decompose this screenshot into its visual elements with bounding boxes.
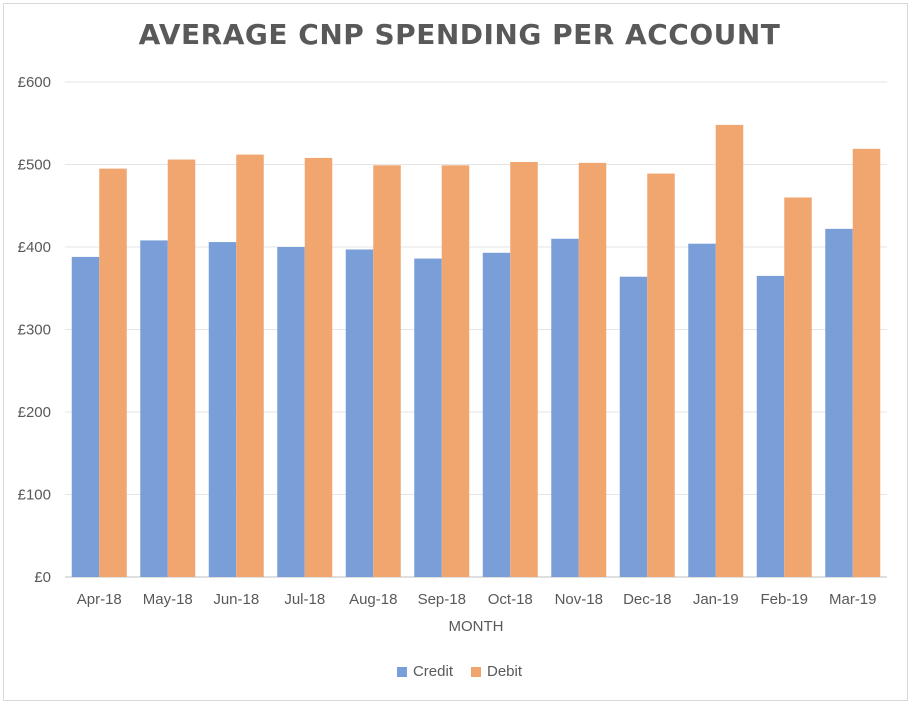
y-tick-label: £600 <box>18 74 51 91</box>
bar-credit-may-18 <box>140 240 168 577</box>
bar-credit-mar-19 <box>825 228 853 577</box>
bar-credit-apr-18 <box>71 256 100 577</box>
y-tick-labels: £0 £100 £200 £300 £400 £500 £600 <box>18 74 51 586</box>
x-tick-label: Nov-18 <box>555 591 603 608</box>
y-tick-label: £400 <box>18 239 51 256</box>
bar-credit-dec-18 <box>619 276 648 577</box>
x-tick-label: Feb-19 <box>760 591 808 608</box>
bar-debit-may-18 <box>167 159 196 578</box>
x-tick-label: Jan-19 <box>693 591 739 608</box>
bar-debit-oct-18 <box>510 162 538 577</box>
x-tick-label: May-18 <box>143 591 193 608</box>
legend-label-credit: Credit <box>412 663 453 680</box>
x-tick-label: Aug-18 <box>349 591 397 608</box>
legend-swatch-debit <box>470 666 481 677</box>
bar-credit-jan-19 <box>688 243 716 577</box>
bar-credit-feb-19 <box>756 275 785 577</box>
bar-credit-sep-18 <box>414 258 442 577</box>
bar-debit-jan-19 <box>715 124 744 578</box>
bars <box>71 124 881 578</box>
bar-debit-feb-19 <box>784 197 812 577</box>
x-tick-label: Apr-18 <box>77 591 122 608</box>
x-tick-label: Jun-18 <box>213 591 259 608</box>
x-tick-label: Oct-18 <box>488 591 533 608</box>
bar-debit-mar-19 <box>852 148 881 577</box>
bar-credit-jul-18 <box>277 247 305 577</box>
bar-debit-dec-18 <box>647 173 675 577</box>
bar-debit-apr-18 <box>99 168 127 577</box>
chart-title: AVERAGE CNP SPENDING PER ACCOUNT <box>138 18 781 51</box>
y-tick-label: £200 <box>18 404 51 421</box>
y-tick-label: £100 <box>18 487 51 504</box>
y-tick-label: £0 <box>34 569 51 586</box>
bar-debit-aug-18 <box>373 165 401 577</box>
x-tick-label: Jul-18 <box>284 591 325 608</box>
x-tick-labels: Apr-18 May-18 Jun-18 Jul-18 Aug-18 Sep-18 Oct-… <box>77 591 877 608</box>
x-axis-title: MONTH <box>449 618 504 635</box>
bar-debit-nov-18 <box>578 162 607 577</box>
x-tick-label: Sep-18 <box>418 591 466 608</box>
legend-item-debit: Debit <box>470 663 523 680</box>
legend: Credit Debit <box>0 663 919 680</box>
bar-credit-jun-18 <box>208 242 237 578</box>
bar-debit-sep-18 <box>441 165 470 577</box>
y-tick-label: £300 <box>18 322 51 339</box>
y-tick-label: £500 <box>18 157 51 174</box>
legend-swatch-credit <box>396 666 407 677</box>
legend-label-debit: Debit <box>486 663 523 680</box>
bar-credit-aug-18 <box>345 249 374 577</box>
x-tick-label: Mar-19 <box>829 591 877 608</box>
legend-item-credit: Credit <box>396 663 453 680</box>
gridlines <box>65 81 887 578</box>
bar-debit-jun-18 <box>236 154 264 577</box>
bar-debit-jul-18 <box>304 157 333 577</box>
bar-credit-oct-18 <box>482 252 511 577</box>
x-tick-label: Dec-18 <box>623 591 671 608</box>
bar-credit-nov-18 <box>551 238 579 577</box>
